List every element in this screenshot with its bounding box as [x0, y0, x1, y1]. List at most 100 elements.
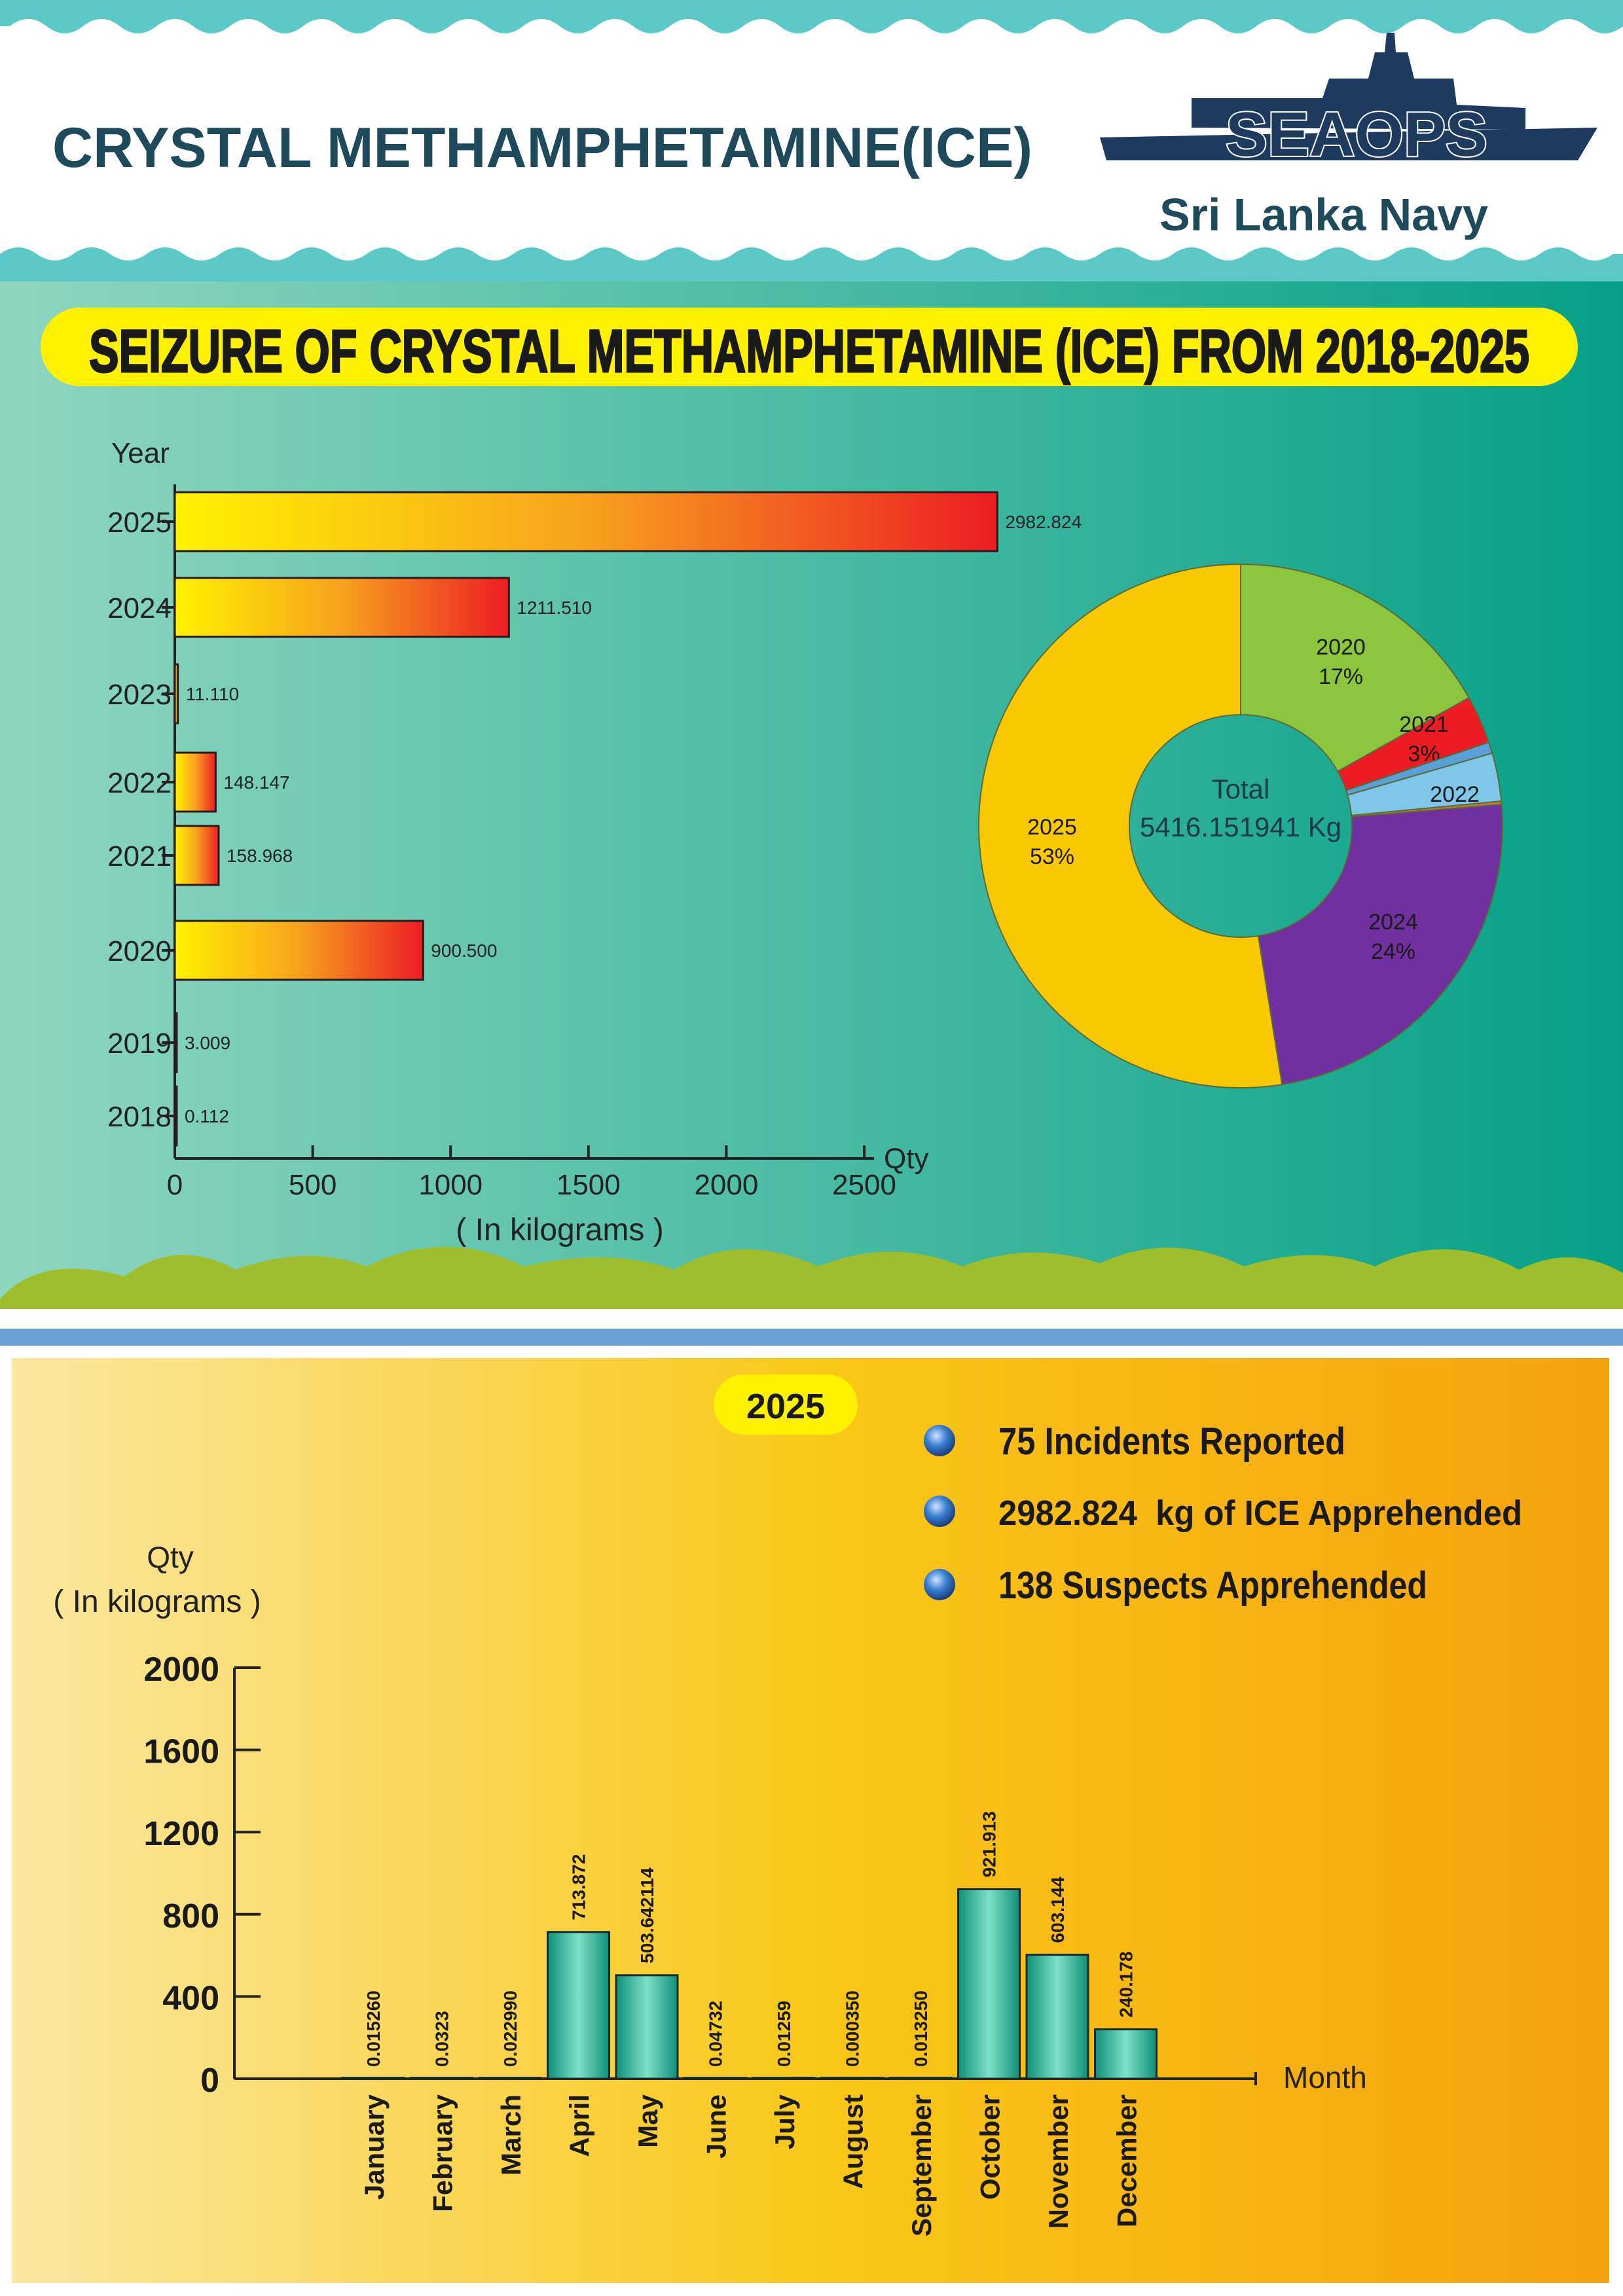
bar-value-label: 158.968 [227, 846, 293, 866]
orange-panel-bg [12, 1358, 1609, 2283]
bar-value-label: 900.500 [431, 941, 497, 961]
x-tick-label: July [769, 2094, 800, 2149]
bar-april [547, 1931, 610, 2080]
x-tick-label: March [496, 2094, 526, 2176]
bar-october [957, 1888, 1021, 2080]
bar-2021 [173, 825, 220, 886]
y-tick-label: 1600 [143, 1733, 219, 1771]
bar-2018 [173, 1085, 178, 1147]
donut-center-label: Total [1212, 774, 1270, 804]
donut-slice-label: 2024 [1368, 910, 1418, 935]
logo-text: SEAOPS [1226, 99, 1487, 170]
bar-value-label: 11.110 [186, 684, 239, 704]
y-tick-label: 2020 [107, 935, 172, 967]
y-axis-label: Year [111, 437, 170, 469]
donut-slice-label: 2022 [1430, 782, 1480, 807]
donut-slice-label: 2020 [1316, 635, 1366, 660]
donut-center-value: 5416.151941 Kg [1140, 812, 1341, 842]
org-name: Sri Lanka Navy [1159, 189, 1488, 240]
bullet-icon [924, 1496, 955, 1527]
y-tick-label: 2018 [107, 1101, 172, 1133]
bar-value-label: 0.000350 [843, 1990, 863, 2067]
bar-2025 [173, 491, 998, 552]
stats-list: 75 Incidents Reported 2982.824 kg of ICE… [924, 1420, 1522, 1607]
x-tick-label: 500 [289, 1169, 337, 1201]
bullet-icon [924, 1569, 955, 1600]
bar-value-label: 713.872 [569, 1854, 589, 1920]
y-tick-label: 2023 [107, 679, 172, 711]
banner-pill [41, 308, 1578, 386]
x-tick-label: December [1112, 2094, 1142, 2227]
bar-july [752, 2077, 816, 2080]
y-tick-label: 2000 [143, 1651, 219, 1689]
donut-slice-pct: 24% [1371, 939, 1415, 964]
bar-2019 [173, 1012, 178, 1073]
donut-slice-2025 [978, 563, 1283, 1088]
donut-slice-label: 2025 [1027, 815, 1077, 840]
bar-2022 [173, 751, 217, 813]
bar-march [478, 2077, 542, 2080]
y-tick-label: 2022 [107, 767, 172, 799]
donut-slice-label: 2021 [1399, 712, 1449, 737]
bar-value-label: 1211.510 [517, 598, 592, 618]
monthly-bar-chart: Qty ( In kilograms ) Month 0 400 800 1200 16… [53, 1540, 1367, 2236]
donut-chart: 202017%20213%20223%202424%202553%Total54… [978, 563, 1504, 1088]
x-tick-label: November [1043, 2094, 1074, 2229]
donut-slice-pct: 53% [1030, 844, 1074, 869]
green-panel: SEIZURE OF CRYSTAL METHAMPHETAMINE (ICE)… [0, 247, 1623, 1309]
x-tick-label: September [906, 2094, 937, 2236]
x-tick-label: 1000 [418, 1169, 483, 1201]
stat-incidents: 75 Incidents Reported [998, 1420, 1345, 1463]
teal-wave-strip [0, 247, 1623, 281]
bar-value-label: 148.147 [223, 772, 289, 793]
x-axis-label: ( In kilograms ) [456, 1213, 663, 1247]
bar-february [410, 2077, 473, 2080]
divider-stripe [0, 1329, 1623, 1346]
stat-kg: 2982.824 kg of ICE Apprehended [998, 1494, 1522, 1533]
bar-december [1094, 2028, 1158, 2080]
x-tick-label: 2500 [832, 1169, 896, 1201]
ship-icon [1100, 33, 1597, 160]
bar-value-label: 0.013250 [911, 1990, 931, 2067]
y-tick-label: 0 [200, 2062, 219, 2100]
bar-2023 [173, 663, 179, 725]
bar-2024 [173, 577, 510, 638]
bar-september [888, 2077, 953, 2080]
bar-value-label: 0.01259 [774, 2001, 794, 2067]
year-pill-label: 2025 [746, 1387, 825, 1426]
y-tick-label: 2024 [107, 592, 172, 624]
x-tick-label: February [428, 2094, 458, 2212]
y-tick-label: 800 [162, 1897, 219, 1935]
y-axis-unit-label: ( In kilograms ) [53, 1585, 261, 1619]
bar-value-label: 603.144 [1048, 1876, 1068, 1943]
bar-value-label: 921.913 [979, 1811, 1000, 1877]
y-tick-label: 2021 [107, 840, 172, 872]
x-tick-label: April [564, 2094, 595, 2157]
yearly-bar-chart: Year Qty ( In kilograms ) 0 500 1000 1500 20… [107, 437, 1082, 1247]
bar-value-label: 0.022990 [500, 1990, 520, 2067]
bar-2020 [173, 920, 424, 981]
x-tick-label: May [632, 2094, 663, 2147]
bar-value-label: 0.112 [185, 1106, 229, 1126]
donut-slice-2024 [1257, 803, 1504, 1086]
donut-slice-2020 [1240, 563, 1470, 773]
x-tick-label: 2000 [694, 1169, 758, 1201]
bar-value-label: 3.009 [185, 1033, 230, 1053]
x-axis-unit-label: Qty [884, 1143, 928, 1175]
top-wave [0, 0, 1623, 33]
bar-august [820, 2077, 884, 2080]
bar-november [1025, 1954, 1089, 2080]
bar-june [684, 2077, 747, 2080]
bar-value-label: 0.0323 [432, 2011, 452, 2067]
orange-panel: 2025 75 Incidents Reported 2982.824 kg o… [12, 1358, 1609, 2283]
y-tick-label: 400 [162, 1979, 219, 2017]
bar-value-label: 503.642114 [637, 1867, 657, 1964]
x-axis-label: Month [1283, 2060, 1367, 2094]
donut-slice-pct: 17% [1319, 664, 1363, 689]
y-tick-label: 1200 [143, 1815, 219, 1853]
x-tick-label: January [359, 2094, 390, 2200]
x-tick-label: 1500 [556, 1169, 621, 1201]
bullet-icon [924, 1425, 955, 1456]
y-tick-label: 2019 [107, 1028, 172, 1060]
